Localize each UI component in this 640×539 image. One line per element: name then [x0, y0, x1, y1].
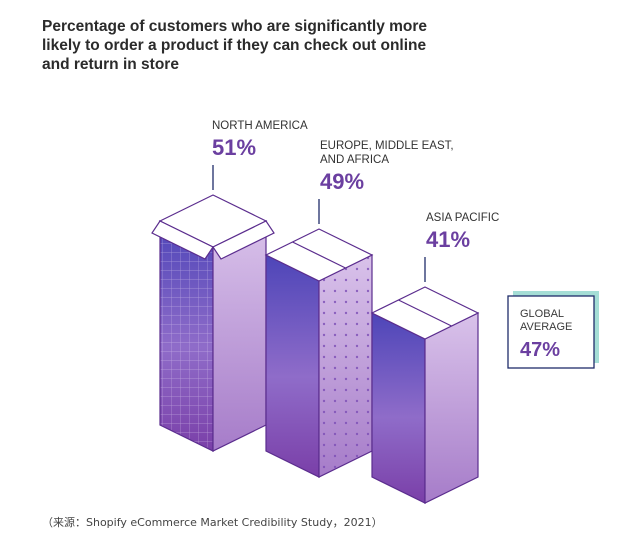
source-note: （来源：Shopify eCommerce Market Credibility…	[42, 516, 383, 529]
bar-side-face	[424, 312, 479, 504]
bar-dot-texture	[319, 255, 372, 477]
avg-label: AVERAGE	[520, 321, 572, 333]
bars-layer	[151, 165, 480, 504]
bar-lid-seam	[292, 241, 346, 269]
bar-lid-flap-left	[151, 220, 214, 260]
region-label-2: EUROPE, MIDDLE EAST,	[320, 140, 454, 152]
bar-3	[370, 257, 480, 504]
bar-2	[264, 199, 374, 478]
bar-grid-texture	[160, 221, 213, 451]
value-label-1: 51%	[212, 135, 256, 160]
bar-lid-seam	[398, 299, 452, 327]
bar-lid-flap-right	[212, 220, 275, 260]
avg-box	[507, 295, 595, 369]
region-label-3: ASIA PACIFIC	[426, 212, 499, 224]
value-label-3: 41%	[426, 227, 470, 252]
region-label-2: AND AFRICA	[320, 154, 389, 166]
avg-value: 47%	[520, 339, 560, 361]
bar-front-face	[266, 255, 319, 477]
region-label-1: NORTH AMERICA	[212, 120, 308, 132]
chart-title: Percentage of customers who are signific…	[42, 18, 428, 73]
bar-1	[151, 165, 275, 452]
labels-layer: NORTH AMERICA 51% EUROPE, MIDDLE EAST, AND …	[212, 120, 499, 252]
value-label-2: 49%	[320, 169, 364, 194]
bar-front-face	[372, 313, 425, 503]
avg-label: GLOBAL	[520, 308, 564, 320]
